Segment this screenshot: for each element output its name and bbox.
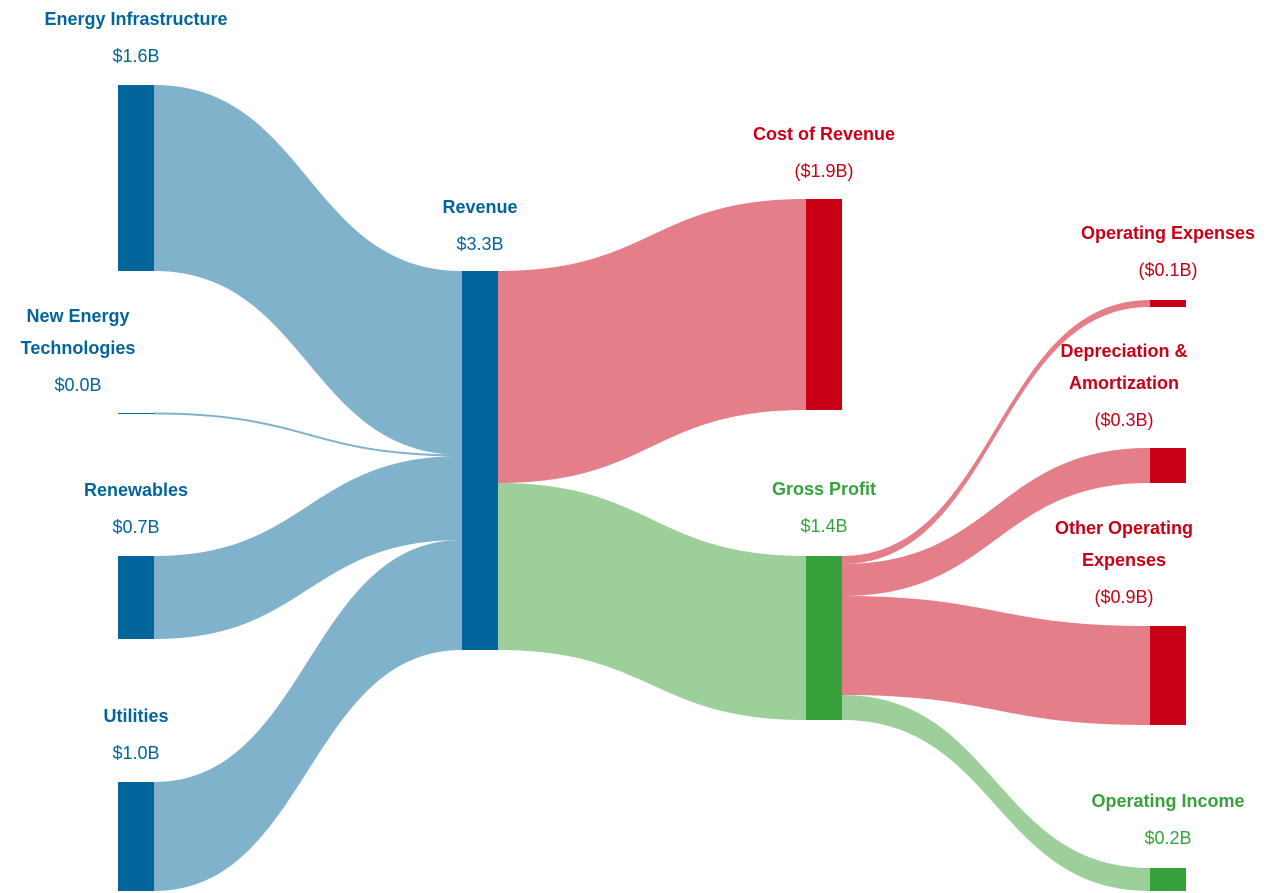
links-layer [153, 85, 1150, 891]
node-label-renewables: Renewables [84, 480, 188, 500]
node-other_operating [1150, 626, 1186, 725]
link-gross_profit-to-operating_income [842, 695, 1150, 891]
node-value-cost_of_revenue: ($1.9B) [794, 161, 853, 181]
node-label-utilities: Utilities [103, 706, 168, 726]
link-revenue-to-gross_profit [498, 483, 806, 720]
link-gross_profit-to-depreciation [842, 448, 1150, 596]
node-revenue [462, 271, 498, 650]
node-value-depreciation: ($0.3B) [1094, 410, 1153, 430]
node-new_energy [118, 413, 154, 414]
link-gross_profit-to-other_operating [842, 596, 1150, 725]
node-value-energy_infrastructure: $1.6B [112, 46, 159, 66]
labels-layer: Energy Infrastructure $1.6B New Energy Tech… [21, 9, 1255, 848]
node-value-utilities: $1.0B [112, 743, 159, 763]
node-value-operating_income: $0.2B [1144, 828, 1191, 848]
node-label-revenue: Revenue [442, 197, 517, 217]
node-label-depreciation-line-2: Amortization [1069, 373, 1179, 393]
node-value-other_operating: ($0.9B) [1094, 587, 1153, 607]
node-value-revenue: $3.3B [456, 234, 503, 254]
node-label-depreciation-line-1: Depreciation & [1060, 341, 1187, 361]
node-renewables [118, 556, 154, 639]
node-label-gross_profit: Gross Profit [772, 479, 876, 499]
node-energy_infrastructure [118, 85, 154, 271]
node-operating_income [1150, 868, 1186, 891]
node-operating_expenses [1150, 300, 1186, 307]
link-renewables-to-revenue [154, 456, 462, 639]
link-utilities-to-revenue [154, 540, 462, 891]
node-label-operating_expenses: Operating Expenses [1081, 223, 1255, 243]
link-gross_profit-to-operating_expenses [842, 300, 1150, 564]
node-gross_profit [806, 556, 842, 720]
node-label-other_operating-line-1: Other Operating [1055, 518, 1193, 538]
node-label-energy_infrastructure: Energy Infrastructure [44, 9, 227, 29]
node-value-renewables: $0.7B [112, 517, 159, 537]
node-label-operating_income: Operating Income [1091, 791, 1244, 811]
node-depreciation [1150, 448, 1186, 483]
node-value-new_energy: $0.0B [54, 375, 101, 395]
nodes-layer [118, 85, 1186, 891]
node-label-cost_of_revenue: Cost of Revenue [753, 124, 895, 144]
node-utilities [118, 782, 154, 891]
node-cost_of_revenue [806, 199, 842, 410]
link-revenue-to-cost_of_revenue [498, 199, 806, 483]
link-energy_infrastructure-to-revenue [154, 85, 462, 455]
node-label-other_operating-line-2: Expenses [1082, 550, 1166, 570]
node-value-operating_expenses: ($0.1B) [1138, 260, 1197, 280]
node-value-gross_profit: $1.4B [800, 516, 847, 536]
node-label-new_energy-line-2: Technologies [21, 338, 136, 358]
node-label-new_energy-line-1: New Energy [26, 306, 129, 326]
